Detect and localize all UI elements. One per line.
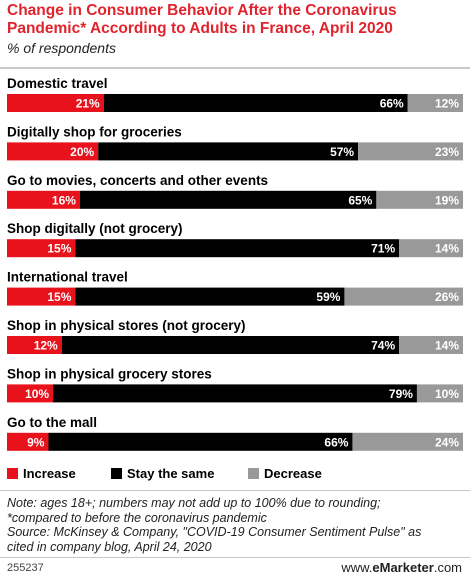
value-label-decrease-shop-digitally-not-grocery: 14% [435,242,459,256]
value-label-decrease-go-to-the-mall: 24% [435,435,459,449]
value-label-increase-digitally-shop-for-groceries: 20% [70,145,94,159]
value-label-stay-the-same-shop-digitally-not-grocery: 71% [371,242,395,256]
value-label-increase-shop-digitally-not-grocery: 15% [47,242,71,256]
brand-prefix: www. [341,560,373,575]
category-label-go-to-the-mall: Go to the mall [7,415,97,430]
value-label-increase-international-travel: 15% [47,290,71,304]
bar-decrease-international-travel [344,287,463,306]
footer-divider [0,557,470,558]
bar-decrease-go-to-the-mall [352,432,463,451]
value-label-decrease-go-to-movies-concerts-and-other-events: 19% [435,193,459,207]
legend-label-increase: Increase [23,466,76,481]
bar-stay-the-same-international-travel [75,287,345,306]
bar-stay-the-same-digitally-shop-for-groceries [98,142,359,161]
brand-link[interactable]: www.eMarketer.com [341,560,462,575]
value-label-stay-the-same-shop-in-physical-grocery-stores: 79% [389,387,413,401]
bar-increase-international-travel [7,287,76,306]
chart-subtitle: % of respondents [7,40,116,56]
bar-decrease-domestic-travel [407,94,463,112]
note-line: Note: ages 18+; numbers may not add up t… [7,496,381,510]
bar-stay-the-same-shop-digitally-not-grocery [75,239,400,258]
note-line: cited in company blog, April 24, 2020 [7,539,212,554]
top-divider [0,67,470,69]
bar-increase-digitally-shop-for-groceries [7,142,99,161]
value-label-decrease-shop-in-physical-grocery-stores: 10% [435,387,459,401]
notes-divider [0,490,470,491]
bar-stay-the-same-shop-in-physical-stores-not-grocery [61,336,400,354]
bar-decrease-go-to-movies-concerts-and-other-events [376,190,463,209]
legend-swatch-stay-the-same [111,468,122,479]
value-label-stay-the-same-go-to-the-mall: 66% [324,435,348,449]
bar-stay-the-same-domestic-travel [103,94,408,112]
legend-item-stay-the-same: Stay the same [111,466,214,481]
bar-decrease-digitally-shop-for-groceries [358,142,463,161]
bar-increase-shop-digitally-not-grocery [7,239,76,258]
legend-item-decrease: Decrease [248,466,322,481]
value-label-increase-shop-in-physical-stores-not-grocery: 12% [34,339,58,353]
category-label-international-travel: International travel [7,270,128,285]
bar-decrease-shop-digitally-not-grocery [399,239,463,258]
chart-id: 255237 [7,562,44,574]
category-label-digitally-shop-for-groceries: Digitally shop for groceries [7,124,182,139]
bar-stay-the-same-go-to-movies-concerts-and-other-events [79,190,377,209]
legend-item-increase: Increase [7,466,76,481]
value-label-decrease-digitally-shop-for-groceries: 23% [435,145,459,159]
value-label-stay-the-same-go-to-movies-concerts-and-other-events: 65% [348,193,372,207]
category-label-go-to-movies-concerts-and-other-events: Go to movies, concerts and other events [7,173,268,188]
category-label-shop-digitally-not-grocery: Shop digitally (not grocery) [7,221,183,236]
note-line: *compared to before the coronavirus pand… [7,510,267,525]
stacked-bar-chart: Domestic travel 21% 66% 12% Digitally shop f… [7,76,463,451]
legend-label-stay-the-same: Stay the same [127,466,215,481]
category-label-shop-in-physical-stores-not-grocery: Shop in physical stores (not grocery) [7,318,246,333]
legend-label-decrease: Decrease [264,466,322,481]
value-label-stay-the-same-shop-in-physical-stores-not-grocery: 74% [371,339,395,353]
value-label-decrease-international-travel: 26% [435,290,459,304]
value-label-stay-the-same-domestic-travel: 66% [380,97,404,111]
value-label-increase-go-to-the-mall: 9% [27,435,45,449]
source-notes: Note: ages 18+; numbers may not add up t… [7,496,463,554]
value-label-stay-the-same-digitally-shop-for-groceries: 57% [330,145,354,159]
bar-increase-go-to-movies-concerts-and-other-events [7,190,80,209]
bar-stay-the-same-shop-in-physical-grocery-stores [53,384,417,403]
legend-swatch-decrease [248,468,259,479]
value-label-increase-domestic-travel: 21% [76,97,100,111]
brand-name: eMarketer [372,560,434,575]
bar-increase-shop-in-physical-grocery-stores [7,384,54,403]
bar-decrease-shop-in-physical-grocery-stores [416,384,463,403]
value-label-stay-the-same-international-travel: 59% [316,290,340,304]
category-label-domestic-travel: Domestic travel [7,76,108,91]
category-label-shop-in-physical-grocery-stores: Shop in physical grocery stores [7,366,212,381]
value-label-increase-shop-in-physical-grocery-stores: 10% [25,387,49,401]
note-line: Source: McKinsey & Company, "COVID-19 Co… [7,525,422,539]
bar-decrease-shop-in-physical-stores-not-grocery [399,336,463,354]
legend-swatch-increase [7,468,18,479]
bar-increase-shop-in-physical-stores-not-grocery [7,336,62,354]
brand-suffix: .com [433,560,462,575]
bar-increase-domestic-travel [7,94,104,112]
value-label-decrease-domestic-travel: 12% [435,97,459,111]
value-label-decrease-shop-in-physical-stores-not-grocery: 14% [435,339,459,353]
chart-title: Change in Consumer Behavior After the Co… [7,2,397,37]
bar-increase-go-to-the-mall [7,432,49,451]
value-label-increase-go-to-movies-concerts-and-other-events: 16% [52,193,76,207]
bar-stay-the-same-go-to-the-mall [48,432,353,451]
